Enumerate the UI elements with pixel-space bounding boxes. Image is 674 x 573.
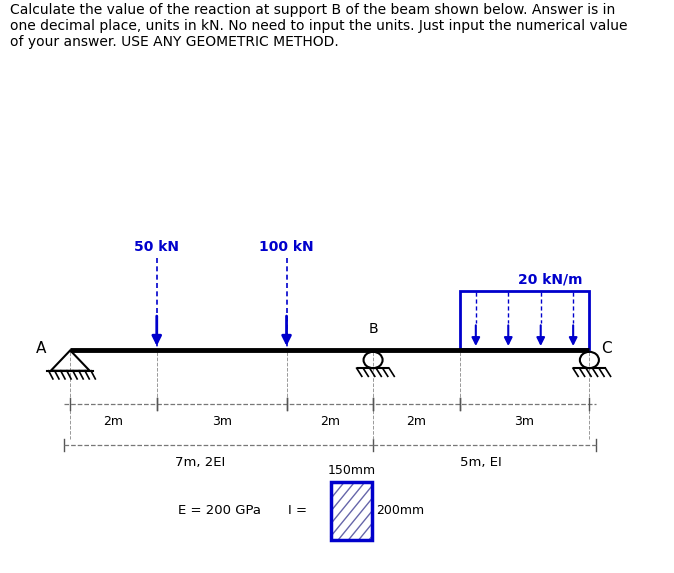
Text: 5m, EI: 5m, EI xyxy=(460,456,502,469)
Text: 3m: 3m xyxy=(514,415,534,428)
Text: I =: I = xyxy=(288,504,307,517)
Text: 3m: 3m xyxy=(212,415,232,428)
Text: B: B xyxy=(368,322,378,336)
Text: 100 kN: 100 kN xyxy=(259,240,314,254)
Text: E = 200 GPa: E = 200 GPa xyxy=(179,504,262,517)
Text: 50 kN: 50 kN xyxy=(134,240,179,254)
Text: A: A xyxy=(36,341,47,356)
Bar xyxy=(460,291,589,349)
Text: C: C xyxy=(601,341,612,356)
Text: 2m: 2m xyxy=(104,415,123,428)
Bar xyxy=(331,482,372,540)
Bar xyxy=(331,482,372,540)
Text: 150mm: 150mm xyxy=(328,464,375,477)
Text: 200mm: 200mm xyxy=(376,504,425,517)
Text: 2m: 2m xyxy=(406,415,427,428)
Text: 20 kN/m: 20 kN/m xyxy=(518,273,583,286)
Text: Calculate the value of the reaction at support B of the beam shown below. Answer: Calculate the value of the reaction at s… xyxy=(10,3,627,49)
Text: 7m, 2EI: 7m, 2EI xyxy=(175,456,225,469)
Text: 2m: 2m xyxy=(319,415,340,428)
Bar xyxy=(331,482,372,540)
